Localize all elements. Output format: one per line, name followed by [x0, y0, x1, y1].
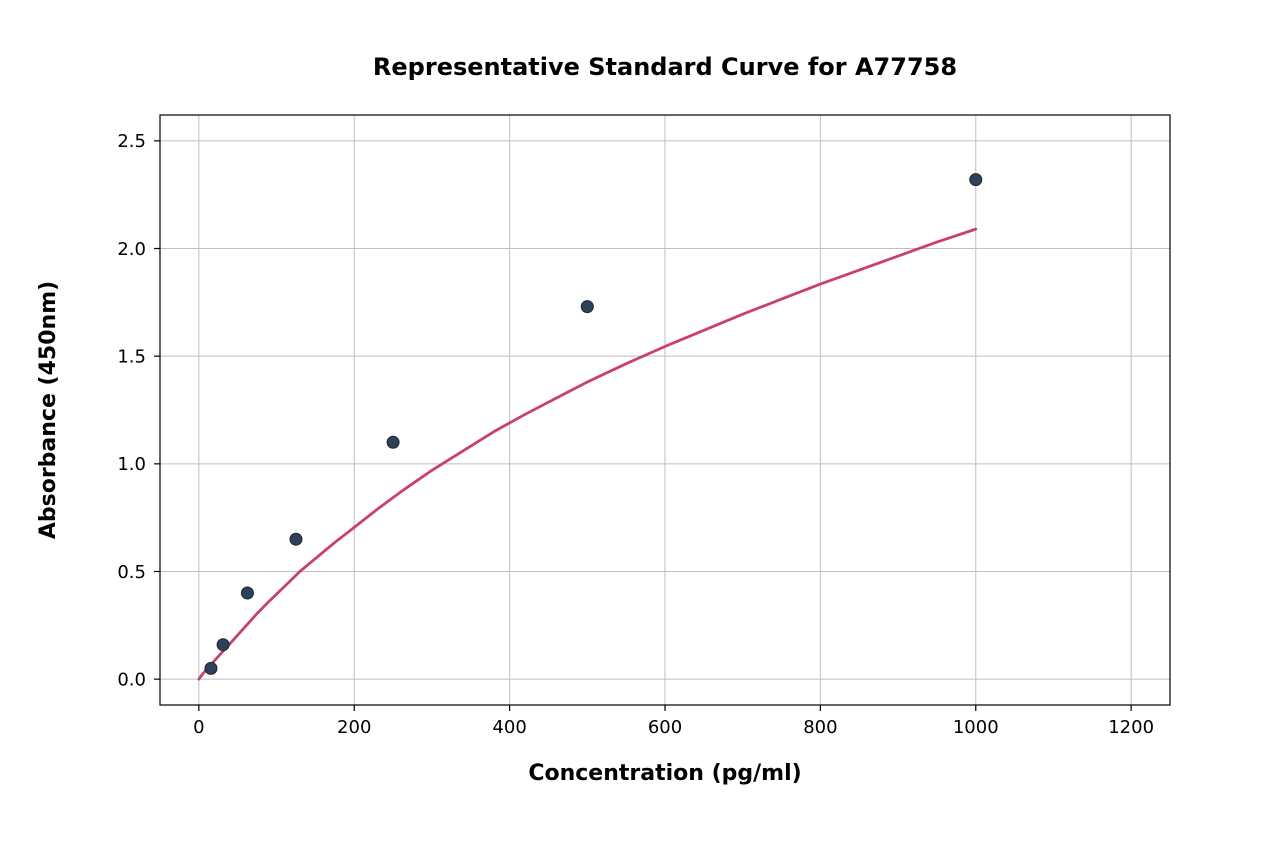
data-point	[217, 639, 229, 651]
ytick-label: 1.0	[117, 454, 146, 475]
x-axis-label: Concentration (pg/ml)	[528, 761, 801, 786]
data-point	[387, 436, 399, 448]
xtick-label: 1200	[1108, 717, 1154, 738]
xtick-label: 800	[803, 717, 837, 738]
data-point	[581, 301, 593, 313]
xtick-label: 600	[648, 717, 682, 738]
data-point	[290, 533, 302, 545]
xtick-label: 200	[337, 717, 371, 738]
xtick-label: 400	[492, 717, 526, 738]
chart-svg: 0 200 400 600 800 1000 1200 0.0 0.5 1.0 1.5 2.0 2.5 R…	[0, 0, 1280, 845]
ytick-label: 2.5	[117, 131, 146, 152]
xtick-label: 1000	[953, 717, 999, 738]
ytick-label: 2.0	[117, 239, 146, 260]
y-axis-label: Absorbance (450nm)	[36, 281, 61, 539]
ytick-label: 0.5	[117, 562, 146, 583]
ytick-label: 0.0	[117, 669, 146, 690]
data-point	[205, 662, 217, 674]
chart-title: Representative Standard Curve for A77758	[373, 53, 957, 81]
ytick-label: 1.5	[117, 346, 146, 367]
chart-container: 0 200 400 600 800 1000 1200 0.0 0.5 1.0 1.5 2.0 2.5 R…	[0, 0, 1280, 845]
xtick-label: 0	[193, 717, 204, 738]
data-point	[970, 174, 982, 186]
data-point	[241, 587, 253, 599]
